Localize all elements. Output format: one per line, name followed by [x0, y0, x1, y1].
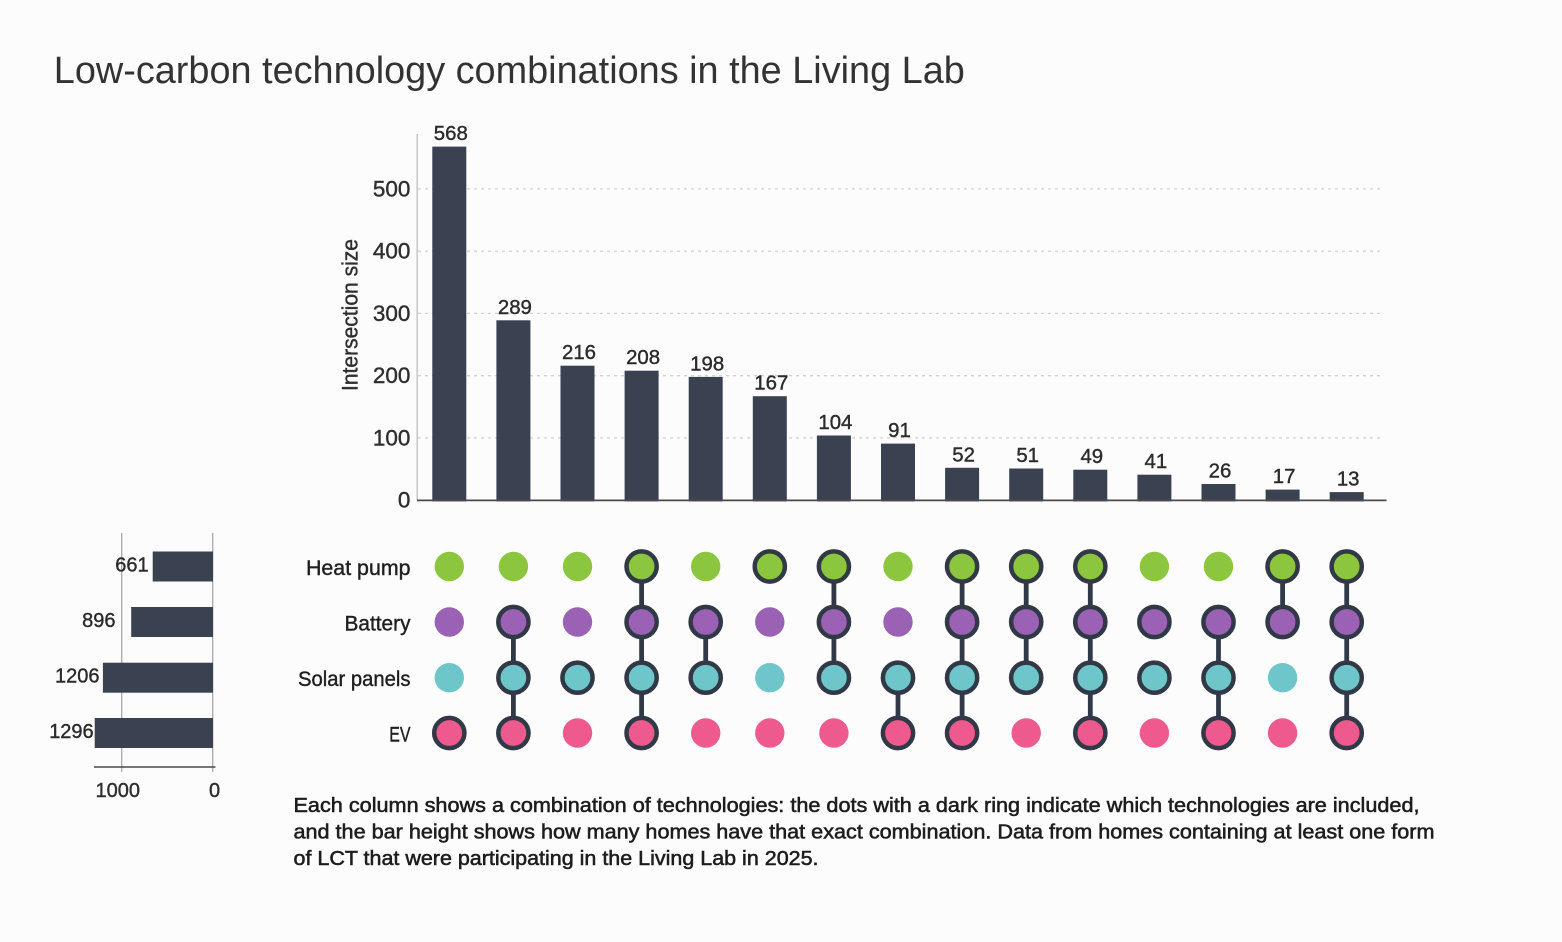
svg-text:100: 100 [373, 425, 411, 450]
svg-text:of LCT that were participating: of LCT that were participating in the Li… [294, 848, 819, 870]
svg-text:Each column shows a combinatio: Each column shows a combination of techn… [294, 795, 1420, 817]
svg-text:289: 289 [498, 297, 532, 319]
svg-text:216: 216 [562, 342, 596, 364]
svg-text:Intersection size: Intersection size [338, 239, 363, 391]
svg-text:17: 17 [1273, 466, 1296, 488]
svg-text:400: 400 [373, 239, 411, 264]
svg-text:208: 208 [626, 347, 660, 369]
svg-text:41: 41 [1145, 451, 1168, 473]
svg-text:13: 13 [1337, 469, 1360, 491]
svg-text:661: 661 [115, 555, 148, 577]
svg-text:500: 500 [373, 176, 411, 201]
svg-text:200: 200 [373, 363, 411, 388]
svg-text:300: 300 [373, 301, 411, 326]
svg-text:52: 52 [952, 444, 975, 466]
svg-text:104: 104 [818, 412, 852, 434]
svg-text:1206: 1206 [55, 666, 100, 688]
svg-text:51: 51 [1016, 445, 1039, 467]
svg-text:and the bar height shows how m: and the bar height shows how many homes … [294, 821, 1435, 843]
svg-text:Solar panels: Solar panels [298, 667, 411, 691]
svg-text:896: 896 [82, 610, 115, 632]
svg-text:0: 0 [209, 780, 220, 802]
svg-text:EV: EV [389, 723, 411, 747]
svg-text:568: 568 [434, 123, 468, 145]
svg-text:Battery: Battery [345, 612, 411, 636]
svg-text:167: 167 [754, 373, 788, 395]
svg-text:Heat pump: Heat pump [306, 556, 411, 580]
svg-text:91: 91 [888, 420, 911, 442]
svg-text:1000: 1000 [96, 780, 141, 802]
svg-text:Low-carbon technology combinat: Low-carbon technology combinations in th… [54, 50, 965, 92]
svg-text:26: 26 [1209, 461, 1232, 483]
svg-text:198: 198 [690, 353, 724, 375]
svg-text:1296: 1296 [49, 721, 94, 743]
svg-text:49: 49 [1080, 446, 1103, 468]
svg-text:0: 0 [398, 488, 411, 513]
